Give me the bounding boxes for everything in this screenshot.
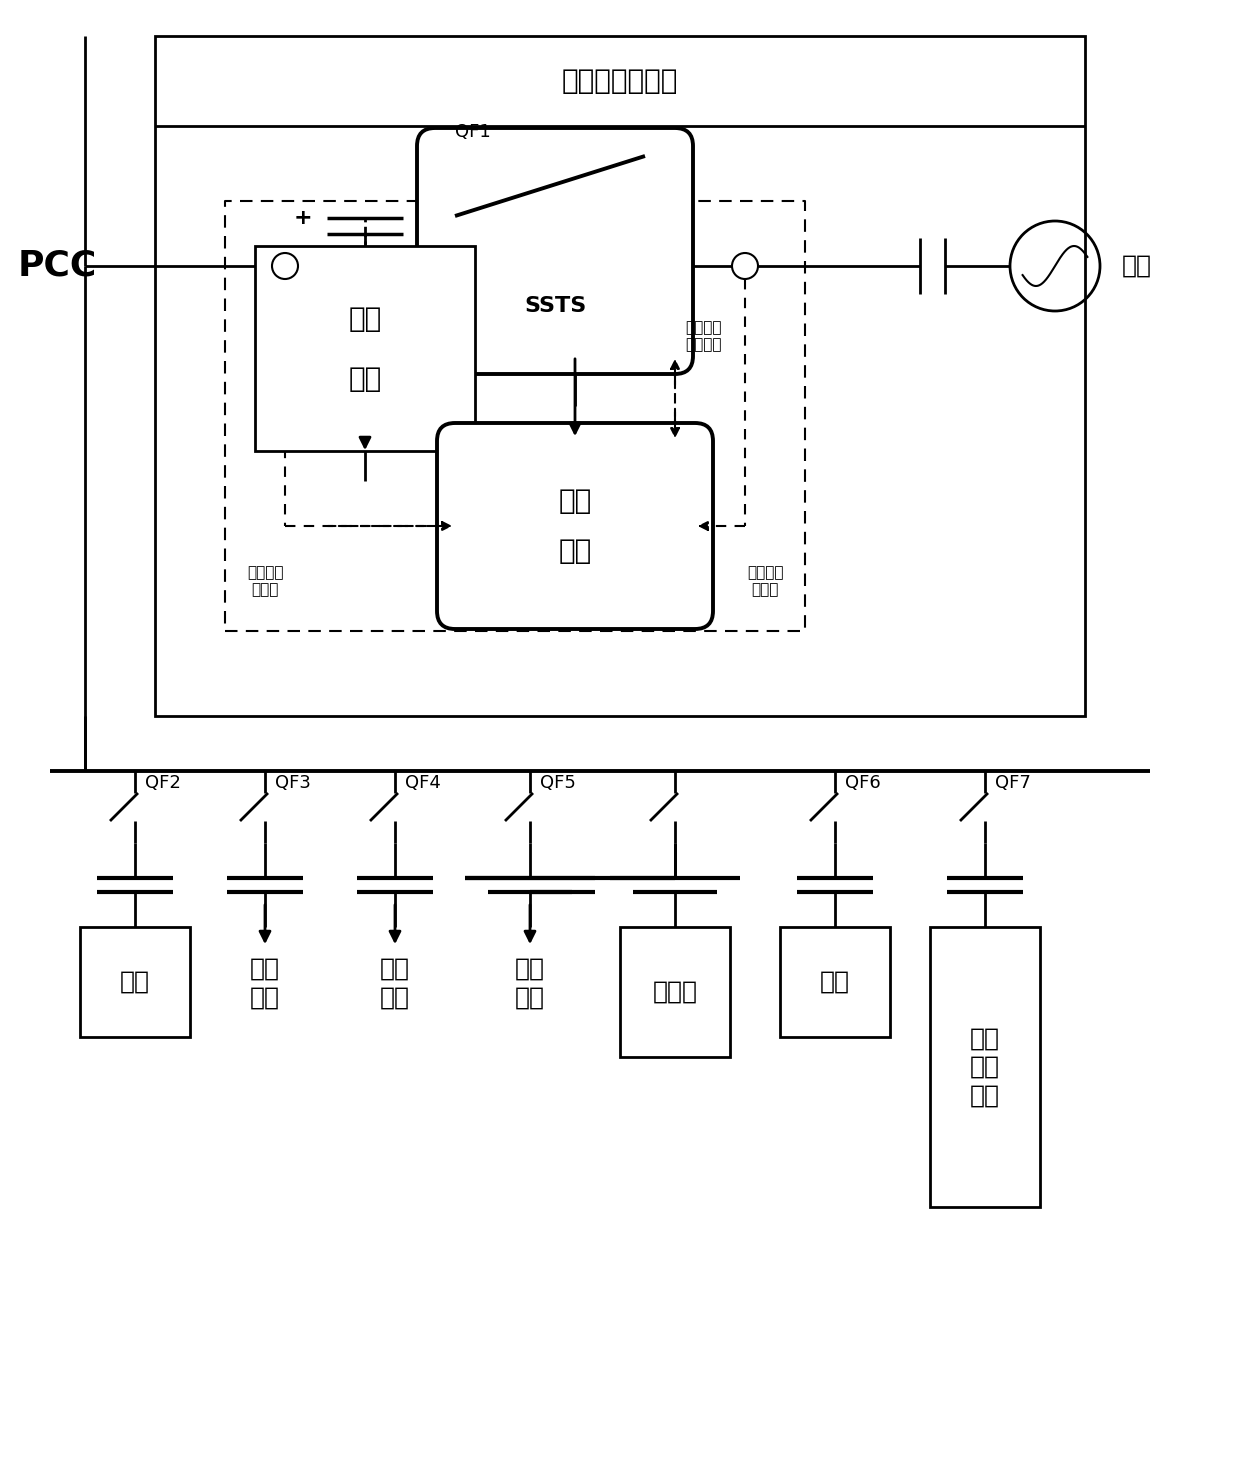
Bar [155,35,1085,716]
Text: QF2: QF2 [145,774,181,791]
Bar [930,927,1040,1208]
Text: 单元: 单元 [558,537,591,565]
Bar [255,246,475,452]
Text: QF1: QF1 [455,124,491,141]
Text: QF7: QF7 [994,774,1030,791]
Text: 一体化控制装置: 一体化控制装置 [562,68,678,96]
Text: SSTS: SSTS [523,296,587,316]
Text: PCC: PCC [19,249,97,282]
Text: 系统: 系统 [348,365,382,393]
FancyBboxPatch shape [436,424,713,630]
Text: QF6: QF6 [844,774,880,791]
Text: 风机: 风机 [820,969,849,994]
Text: 蓄电池: 蓄电池 [652,980,697,1005]
Text: 光伏: 光伏 [120,969,150,994]
Text: +: + [294,207,312,228]
FancyBboxPatch shape [417,128,693,374]
Text: 通断控制
状态监测: 通断控制 状态监测 [684,319,722,352]
Text: QF5: QF5 [539,774,575,791]
Text: QF3: QF3 [275,774,311,791]
Text: 配网: 配网 [1122,254,1152,278]
Text: 可控
负荷: 可控 负荷 [379,958,410,1009]
Bar [780,927,890,1037]
Text: 控制: 控制 [558,487,591,515]
Bar [81,927,190,1037]
Text: 普通
负荷: 普通 负荷 [250,958,280,1009]
Text: QF4: QF4 [405,774,441,791]
Text: 微型
燃气
轮机: 微型 燃气 轮机 [970,1027,999,1108]
Text: 储能: 储能 [348,304,382,332]
Text: 微电网电
量信息: 微电网电 量信息 [247,565,283,597]
Text: 重要
负荷: 重要 负荷 [515,958,546,1009]
Text: 配电网电
量信息: 配电网电 量信息 [746,565,784,597]
Bar [620,927,730,1058]
